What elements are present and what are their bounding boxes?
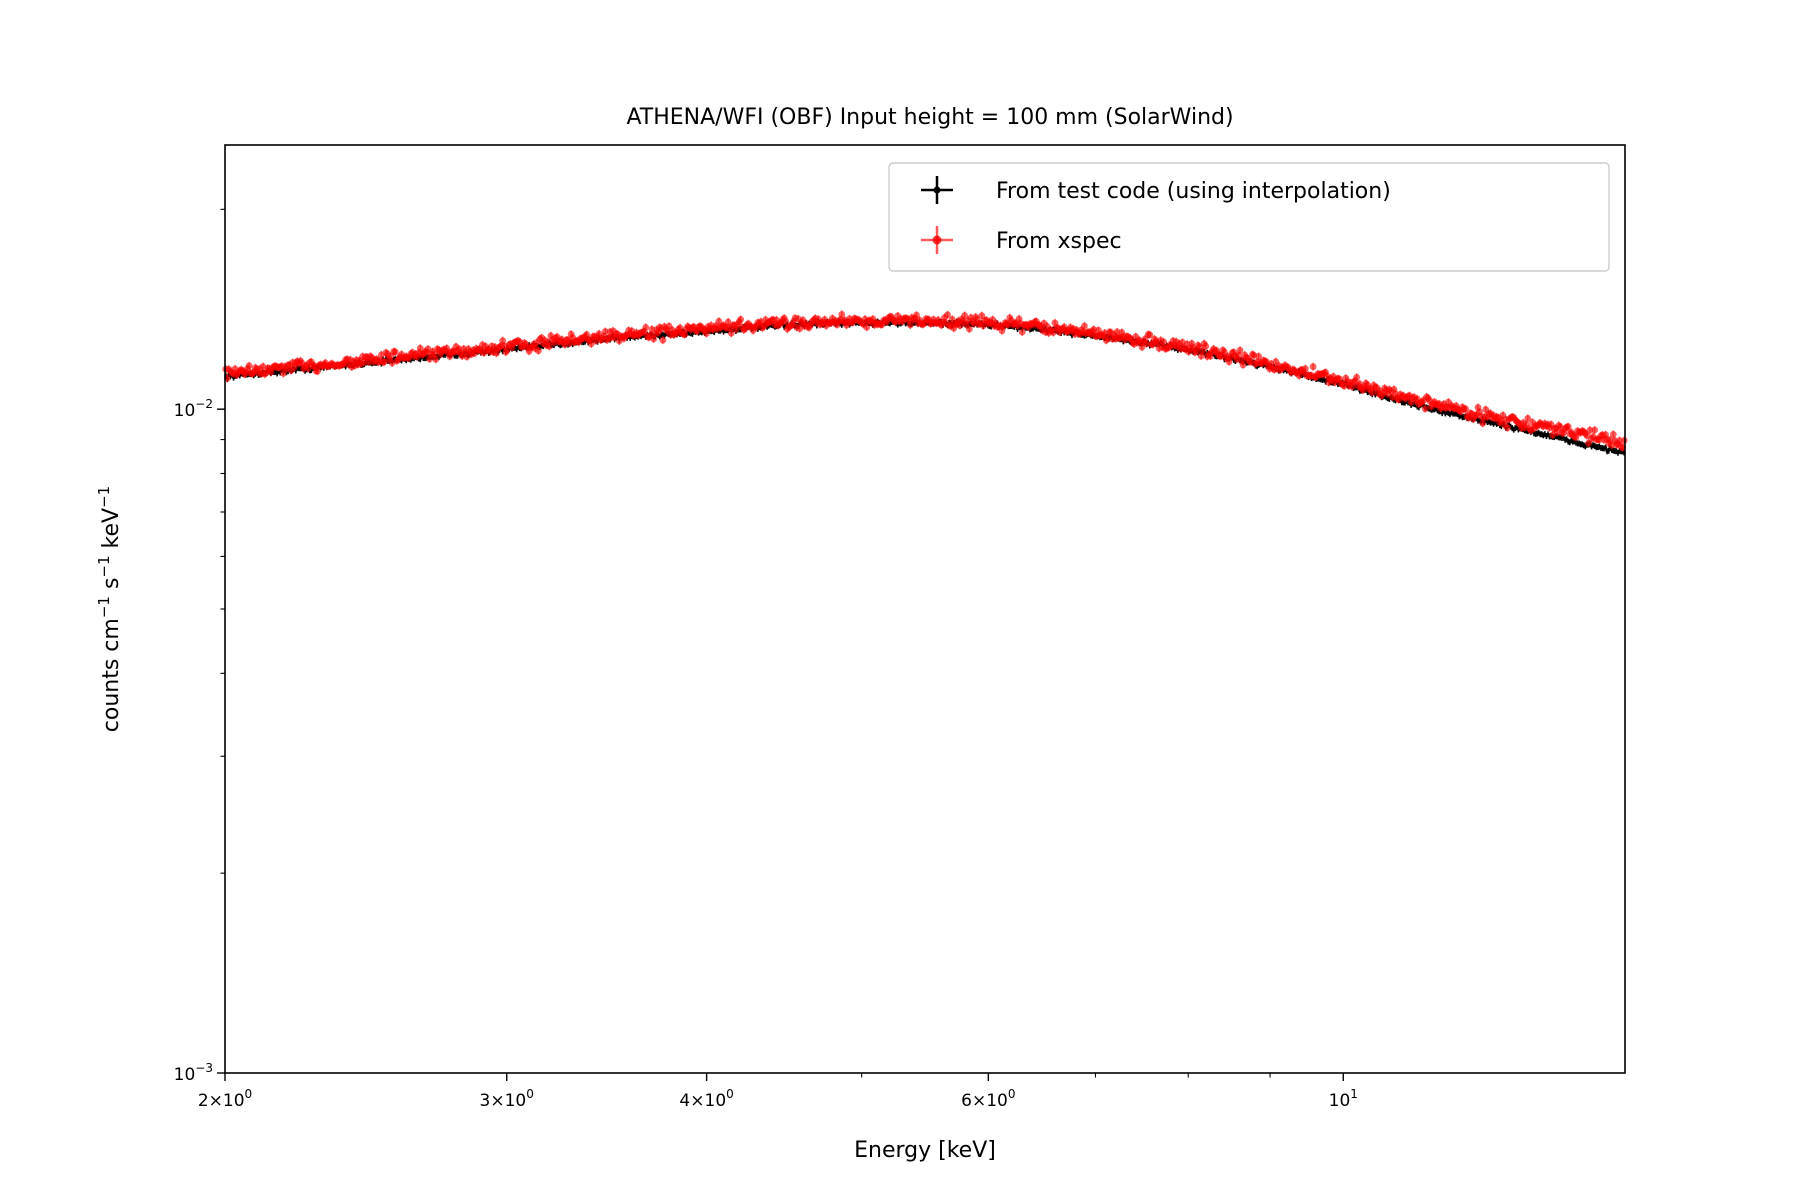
- data-point: [715, 317, 723, 325]
- data-point: [1572, 433, 1580, 441]
- data-point: [1146, 331, 1154, 339]
- legend-label-test-code: From test code (using interpolation): [996, 179, 1391, 204]
- data-point: [1353, 373, 1361, 381]
- data-point: [737, 315, 745, 323]
- data-point: [642, 324, 650, 331]
- x-axis: 2×100 3×100 4×100 6×100 101: [198, 1073, 1358, 1111]
- data-point: [1524, 414, 1532, 422]
- data-point: [727, 329, 735, 337]
- data-point: [1255, 352, 1263, 360]
- x-axis-label: Energy [keV]: [854, 1138, 996, 1163]
- data-point: [1018, 328, 1026, 336]
- data-point: [838, 311, 846, 318]
- data-point: [1368, 389, 1376, 396]
- data-point: [1591, 426, 1599, 434]
- data-point: [906, 321, 914, 329]
- data-point: [1160, 338, 1168, 346]
- data-point: [1239, 361, 1247, 369]
- data-point: [432, 355, 440, 363]
- data-point: [416, 344, 424, 352]
- series-xspec: [222, 310, 1628, 452]
- chart-title: ATHENA/WFI (OBF) Input height = 100 mm (…: [626, 105, 1233, 130]
- data-point: [314, 367, 321, 375]
- data-layer: [222, 310, 1628, 456]
- data-point: [863, 323, 871, 331]
- legend-marker-xspec: [921, 226, 953, 254]
- data-point: [965, 325, 973, 333]
- data-point: [1309, 363, 1317, 371]
- data-point: [1236, 346, 1244, 354]
- x-tick-label: 4×100: [679, 1087, 733, 1111]
- data-point: [1199, 347, 1207, 355]
- data-point: [545, 342, 553, 350]
- data-point: [245, 362, 253, 370]
- y-tick-label: 10−2: [174, 397, 213, 421]
- data-point: [1609, 430, 1617, 438]
- legend-marker-test-code: [921, 176, 953, 204]
- x-tick-label: 3×100: [480, 1087, 534, 1111]
- data-point: [659, 336, 667, 344]
- data-point: [961, 312, 969, 319]
- x-tick-label: 101: [1329, 1087, 1358, 1111]
- data-point: [1504, 424, 1511, 432]
- data-point: [1479, 419, 1487, 427]
- data-point: [944, 311, 951, 319]
- x-tick-label: 2×100: [198, 1087, 252, 1111]
- data-point: [913, 311, 920, 319]
- y-axis: 10−3 10−2: [174, 208, 225, 1085]
- data-point: [1301, 365, 1309, 373]
- data-point: [1462, 405, 1469, 413]
- legend: From test code (using interpolation) Fro…: [888, 162, 1610, 272]
- y-tick-label: 10−3: [174, 1061, 213, 1085]
- data-point: [391, 348, 399, 356]
- data-point: [978, 312, 986, 320]
- y-axis-label: counts cm−1 s−1 keV−1: [95, 486, 124, 732]
- data-point: [1564, 423, 1572, 431]
- data-point: [1081, 322, 1088, 330]
- legend-label-xspec: From xspec: [996, 229, 1122, 254]
- data-point: [782, 318, 790, 325]
- data-point: [1421, 405, 1429, 413]
- legend-box: [888, 162, 1610, 272]
- data-point: [1202, 342, 1210, 350]
- data-point: [535, 347, 542, 355]
- x-tick-label: 6×100: [961, 1087, 1015, 1111]
